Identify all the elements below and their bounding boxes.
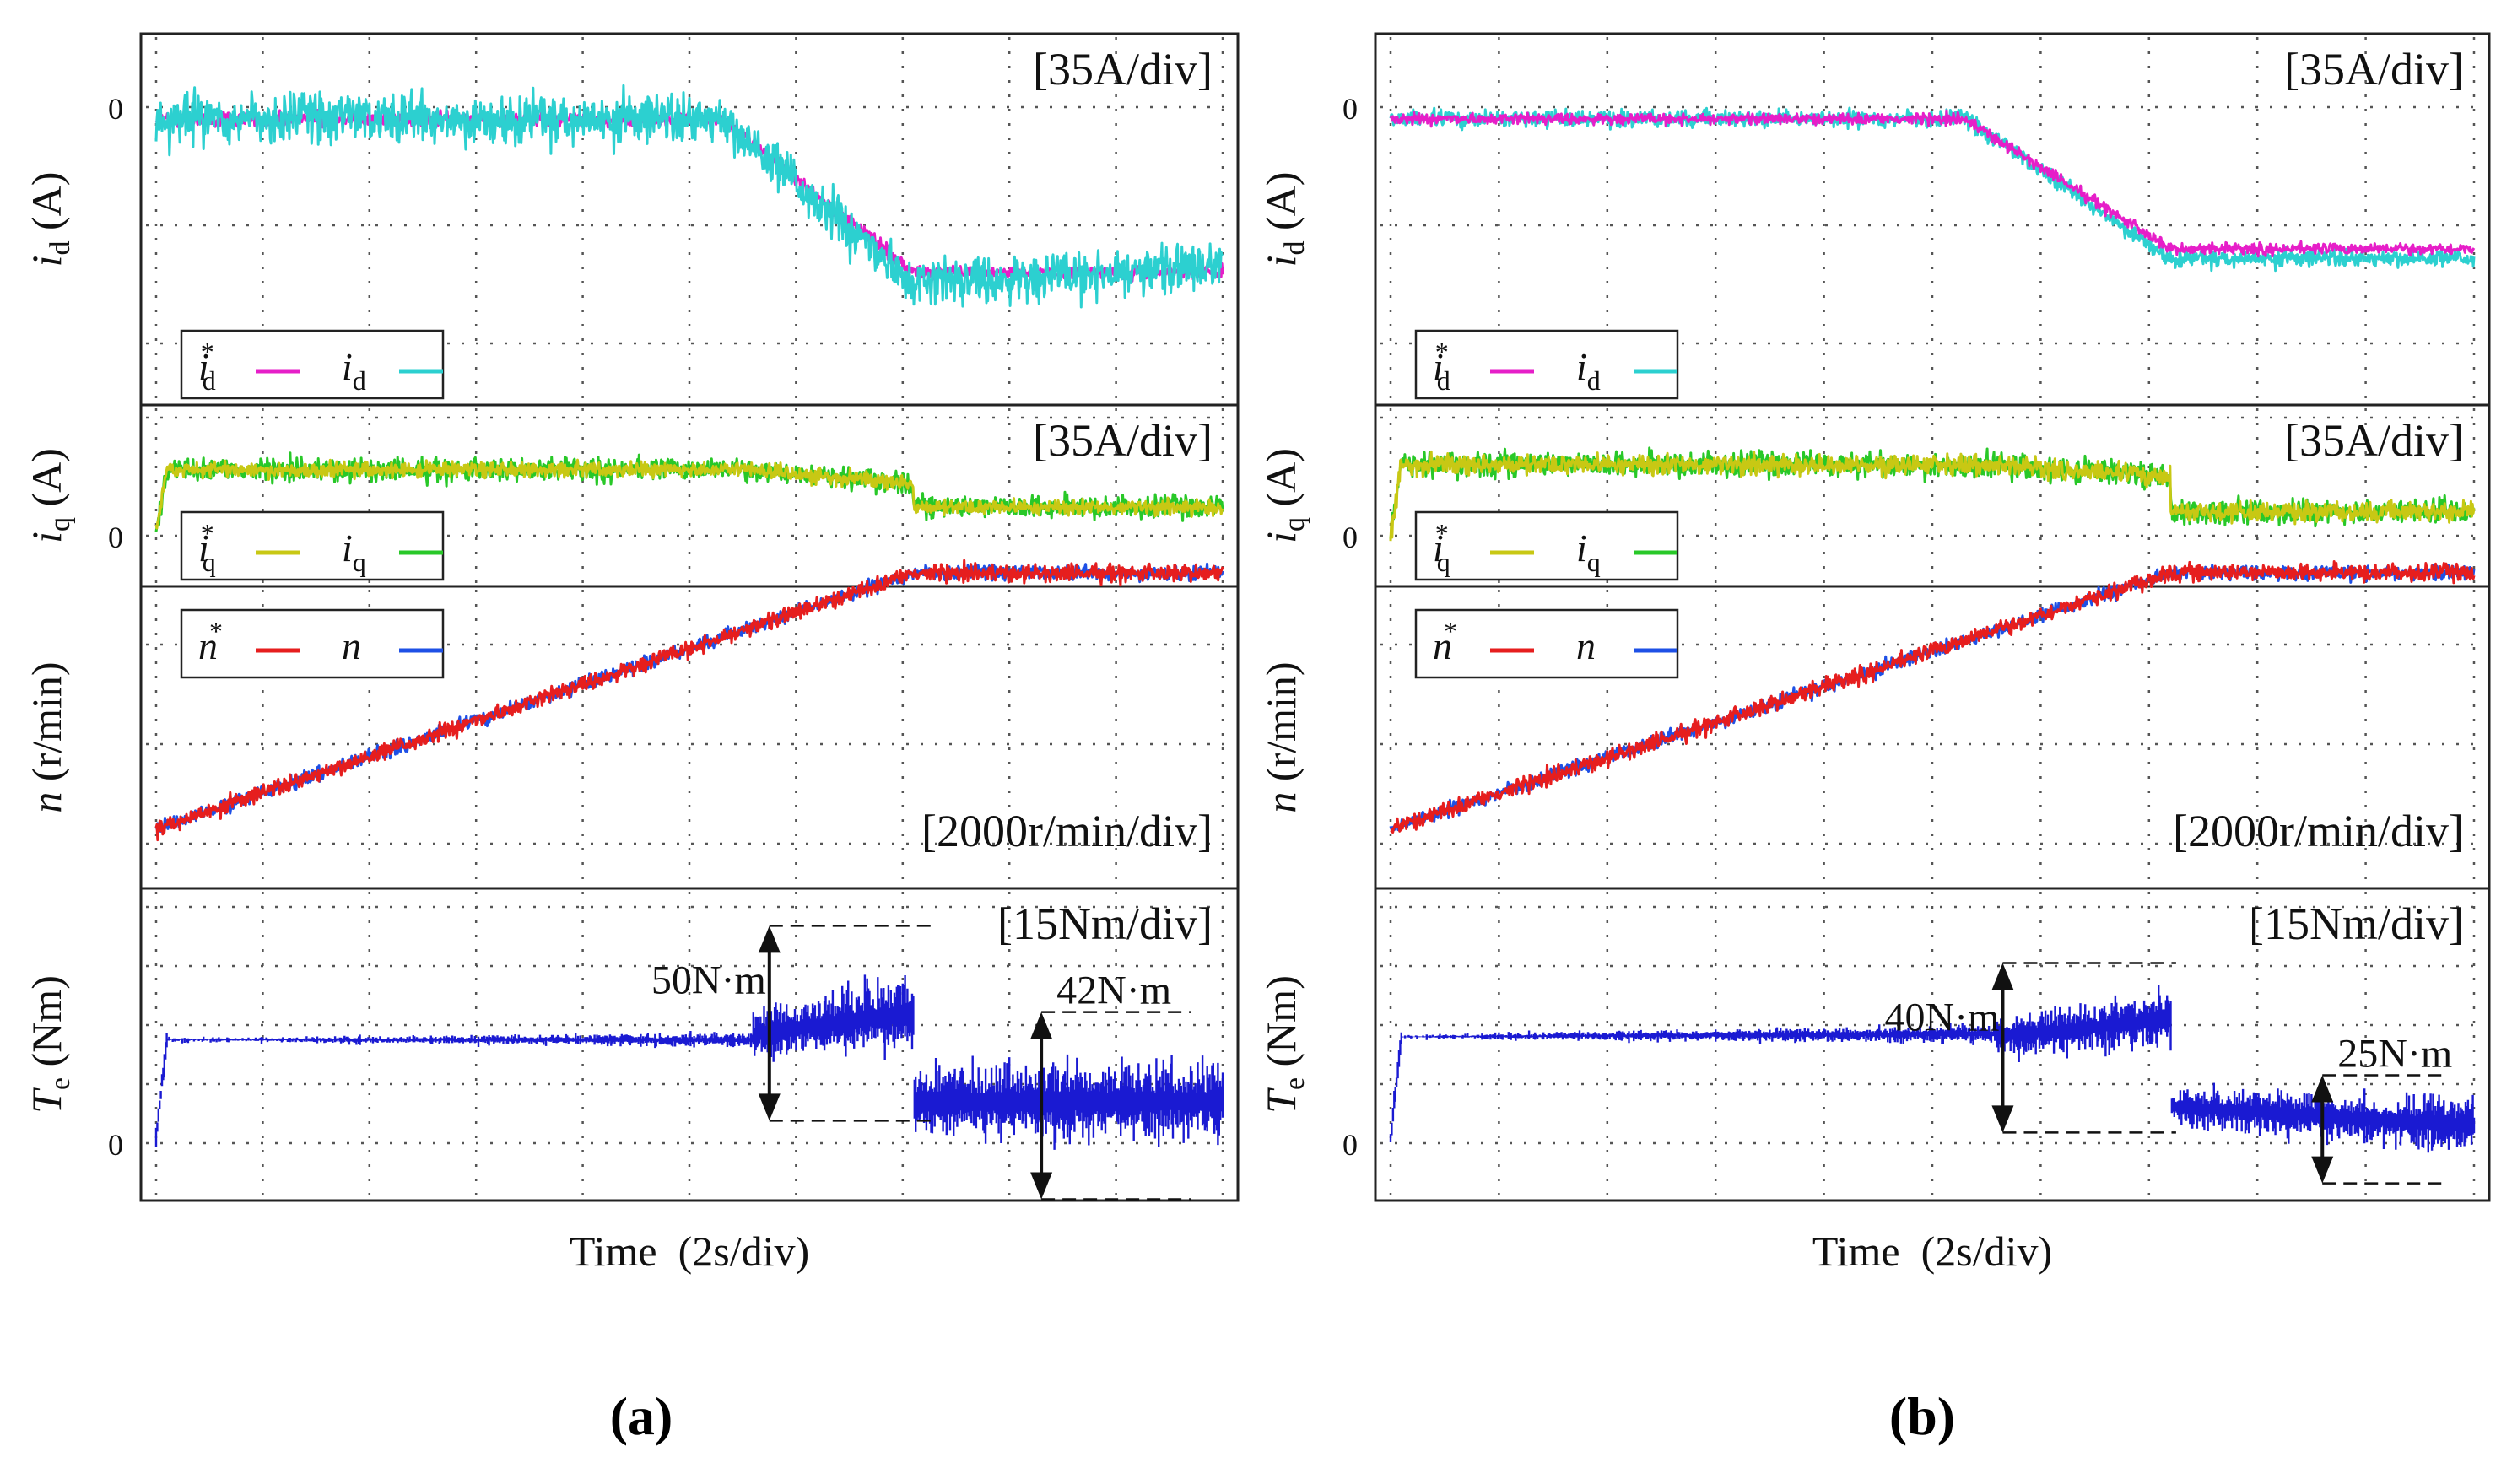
legend-entry-label: id [342,345,366,396]
subplot-b-te: [15Nm/div] 0 Te (Nm) 40N·m 25N·m [1257,887,2491,1202]
grid [1380,408,2484,583]
legend-entry-label: iq [342,526,366,577]
annotation-label: 25N·m [2337,1032,2452,1077]
scale-label: [35A/div] [2284,44,2464,94]
legend: n* n [1414,608,1679,679]
panel-a: [35A/div] 0 id (A) i* d id [35A/div] 0 iq (A) i* q… [23,32,1240,1275]
legend-entry-label: i* d [198,337,216,396]
subplot-frame [139,887,1240,1202]
scale-label: [35A/div] [1033,44,1213,94]
series-T_e [154,974,1224,1150]
x-axis-label: Time (2s/div) [570,1228,809,1275]
annotation-label: 40N·m [1884,996,1999,1040]
legend-entry-label: n [1576,624,1596,667]
series-i_q* [1389,450,2476,542]
grid [1380,892,2484,1197]
series-i_q* [154,458,1224,530]
scale-label: [15Nm/div] [2249,898,2464,949]
zero-tick-label: 0 [1342,521,1358,554]
y-axis-label: n (r/min) [23,661,70,812]
legend-entry-label: n* [1433,616,1457,667]
y-axis-label: n (r/min) [1257,661,1305,812]
legend: i* d id [180,329,445,400]
legend-entry-label: n* [198,616,223,667]
y-axis-label: Te (Nm) [1257,975,1310,1114]
legend-entry-label: id [1576,345,1601,396]
series-T_e [1389,985,2476,1153]
legend: i* q iq [1414,510,1679,581]
zero-tick-label: 0 [108,521,123,554]
series-i_d* [1389,109,2476,258]
subfigure-label-a: (a) [610,1386,673,1446]
subplot-a-id: [35A/div] 0 id (A) i* d id [23,32,1240,407]
legend: n* n [180,608,445,679]
annotation-42nm: 42N·m [1030,969,1191,1201]
annotation-40nm: 40N·m [1884,962,2176,1134]
series-n* [154,559,1224,842]
subplot-a-te: [15Nm/div] 0 Te (Nm) 50N·m 42N·m [23,887,1240,1202]
subplot-frame [1374,887,2491,1202]
annotation-label: 42N·m [1056,969,1171,1013]
scale-label: [35A/div] [1033,415,1213,466]
scale-label: [2000r/min/div] [921,806,1213,856]
zero-tick-label: 0 [1342,1128,1358,1162]
subplot-b-id: [35A/div] 0 id (A) i* d id [1257,32,2491,407]
grid [146,590,1233,885]
annotation-50nm: 50N·m [651,925,935,1122]
scale-label: [2000r/min/div] [2173,806,2464,856]
legend-entry-label: i* d [1433,337,1450,396]
y-axis-label: iq (A) [23,448,76,543]
legend-entry-label: iq [1576,526,1601,577]
zero-tick-label: 0 [108,1128,123,1162]
annotation-label: 50N·m [651,958,766,1002]
subplot-b-iq: [35A/div] 0 iq (A) i* q iq [1257,403,2491,588]
legend-entry-label: i* q [1433,518,1450,577]
series-i_d [154,84,1224,309]
grid [1380,590,2484,885]
legend-entry-label: n [342,624,361,667]
zero-tick-label: 0 [108,92,123,126]
series-n* [1390,560,2476,834]
y-axis-label: id (A) [23,172,76,267]
legend: i* d id [1414,329,1679,400]
scale-label: [15Nm/div] [997,898,1213,949]
x-axis-label: Time (2s/div) [1812,1228,2052,1275]
y-axis-label: iq (A) [1257,448,1310,543]
subplot-b-n: [2000r/min/div] n (r/min) n* n [1257,560,2491,890]
y-axis-label: Te (Nm) [23,975,76,1114]
legend: i* q iq [180,510,445,581]
zero-tick-label: 0 [1342,92,1358,126]
subfigure-label-b: (b) [1889,1386,1955,1446]
legend-entry-label: i* q [198,518,216,577]
scale-label: [35A/div] [2284,415,2464,466]
panel-b: [35A/div] 0 id (A) i* d id [35A/div] 0 iq (A) i* q… [1257,32,2491,1275]
y-axis-label: id (A) [1257,172,1310,267]
annotation-25nm: 25N·m [2311,1032,2452,1185]
subplot-a-n: [2000r/min/div] n (r/min) n* n [23,559,1240,890]
